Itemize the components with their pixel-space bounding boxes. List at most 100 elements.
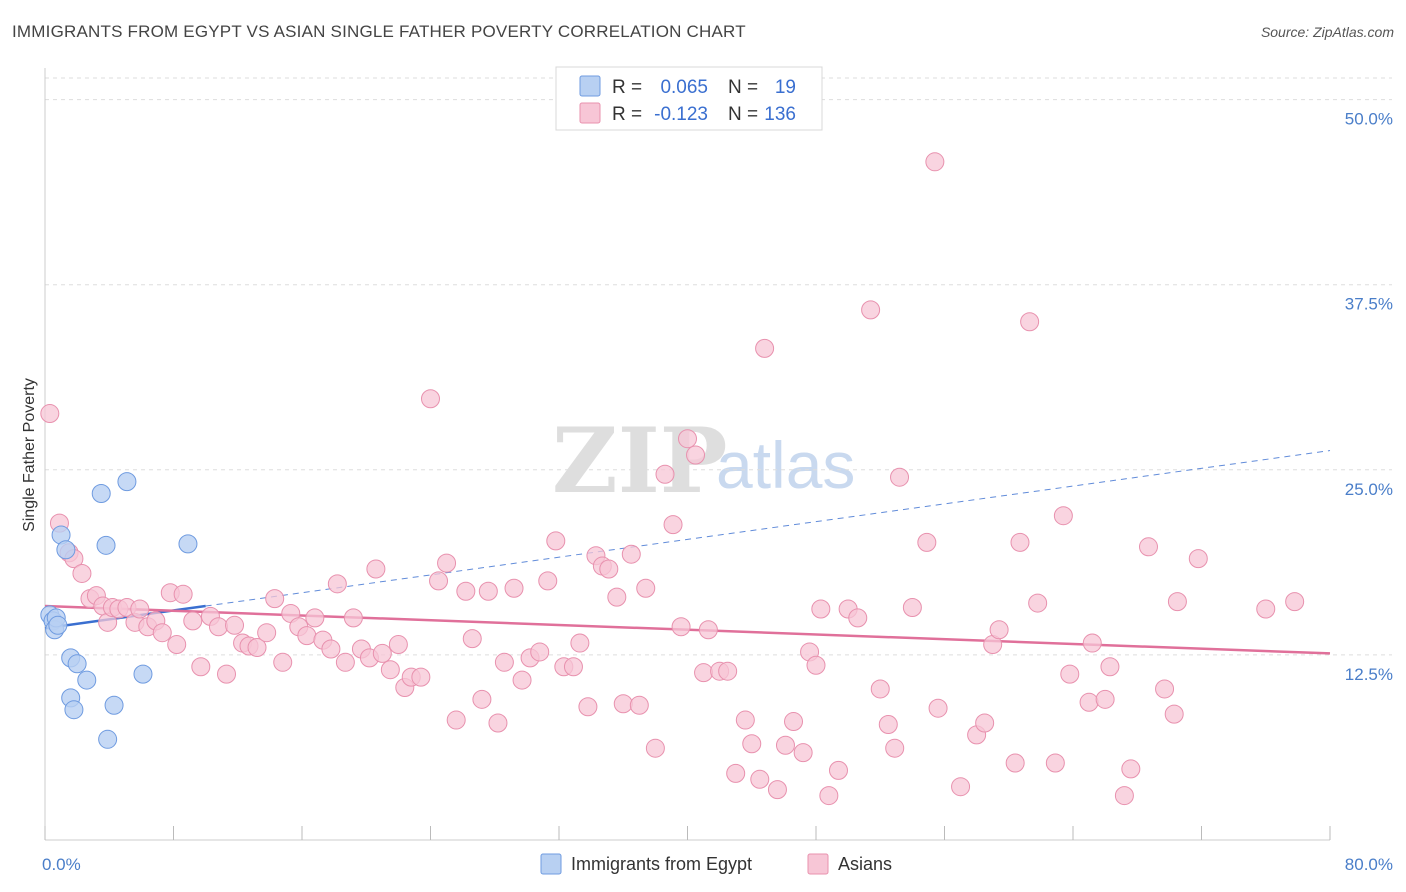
asians-point bbox=[472, 689, 492, 709]
y-tick-label: 50.0% bbox=[1345, 110, 1393, 129]
egypt-point bbox=[133, 664, 153, 684]
y-tick-label: 37.5% bbox=[1345, 295, 1393, 314]
asians-point bbox=[1138, 537, 1158, 557]
asians-point bbox=[902, 598, 922, 618]
asians-point bbox=[411, 667, 431, 687]
asians-point bbox=[478, 581, 498, 601]
egypt-point bbox=[104, 695, 124, 715]
asians-point bbox=[273, 652, 293, 672]
asians-point bbox=[462, 629, 482, 649]
asians-point bbox=[1060, 664, 1080, 684]
asians-point bbox=[327, 574, 347, 594]
asians-point bbox=[421, 389, 440, 409]
asians-point bbox=[1020, 312, 1040, 332]
asians-point bbox=[599, 559, 619, 579]
egypt-point bbox=[96, 535, 116, 555]
asians-point bbox=[828, 760, 848, 780]
asians-point bbox=[1045, 753, 1065, 773]
legend-r-label-asians: R = bbox=[612, 104, 642, 125]
asians-point bbox=[975, 713, 995, 733]
legend-r-value-egypt: 0.065 bbox=[660, 77, 708, 98]
asians-point bbox=[629, 695, 649, 715]
asians-point bbox=[1155, 679, 1175, 699]
asians-point bbox=[563, 657, 583, 677]
asians-point bbox=[819, 786, 839, 806]
asians-point bbox=[718, 661, 738, 681]
asians-point bbox=[372, 643, 392, 663]
x-tick-label-min: 0.0% bbox=[42, 855, 81, 874]
bottom-legend-swatch-asians bbox=[807, 853, 829, 875]
asians-point bbox=[1100, 657, 1120, 677]
asians-point bbox=[663, 515, 683, 535]
asians-point bbox=[297, 626, 317, 646]
asians-point bbox=[1121, 759, 1141, 779]
asians-point bbox=[257, 623, 277, 643]
asians-point bbox=[538, 571, 558, 591]
asians-points bbox=[40, 152, 1305, 806]
asians-point bbox=[1256, 599, 1276, 619]
asians-point bbox=[613, 694, 633, 714]
chart-source: Source: ZipAtlas.com bbox=[1260, 24, 1394, 40]
bottom-legend-label-asians: Asians bbox=[838, 854, 892, 874]
asians-point bbox=[225, 615, 245, 635]
asians-point bbox=[1079, 692, 1099, 712]
legend-r-value-asians: -0.123 bbox=[654, 104, 708, 125]
asians-point bbox=[456, 581, 476, 601]
asians-point bbox=[811, 599, 831, 619]
asians-point bbox=[570, 633, 590, 653]
asians-point bbox=[265, 589, 285, 609]
asians-point bbox=[678, 429, 697, 449]
bottom-legend-swatch-egypt bbox=[540, 853, 562, 875]
chart-title: IMMIGRANTS FROM EGYPT VS ASIAN SINGLE FA… bbox=[12, 22, 746, 41]
asians-point bbox=[989, 620, 1009, 640]
asians-point bbox=[694, 663, 714, 683]
egypt-points bbox=[40, 472, 198, 749]
asians-point bbox=[750, 769, 770, 789]
asians-point bbox=[878, 715, 898, 734]
asians-point bbox=[429, 571, 449, 591]
asians-point bbox=[870, 679, 890, 699]
asians-point bbox=[40, 404, 60, 424]
asians-point bbox=[861, 300, 881, 320]
watermark: ZIP atlas bbox=[552, 408, 855, 514]
asians-point bbox=[925, 152, 945, 172]
y-tick-label: 12.5% bbox=[1345, 665, 1393, 684]
asians-point bbox=[885, 738, 905, 758]
egypt-point bbox=[178, 534, 198, 554]
asians-point bbox=[380, 660, 400, 680]
asians-point bbox=[1095, 689, 1115, 709]
x-tick-label-max: 80.0% bbox=[1345, 855, 1393, 874]
asians-point bbox=[191, 657, 211, 677]
asians-point bbox=[305, 608, 325, 628]
egypt-point bbox=[91, 484, 111, 503]
asians-point bbox=[784, 712, 804, 732]
asians-point bbox=[208, 617, 228, 637]
legend-swatch-asians bbox=[579, 102, 601, 124]
egypt-point bbox=[77, 670, 97, 690]
y-axis-title: Single Father Poverty bbox=[21, 378, 38, 532]
asians-point bbox=[366, 559, 386, 579]
asians-point bbox=[1164, 704, 1184, 724]
asians-point bbox=[578, 697, 598, 717]
asians-point bbox=[1053, 506, 1073, 526]
asians-point bbox=[217, 664, 237, 684]
top-legend: R = 0.065 N = 19 R = -0.123 N = 136 bbox=[555, 66, 823, 131]
asians-point bbox=[848, 608, 868, 628]
asians-point bbox=[735, 710, 755, 730]
asians-point bbox=[321, 639, 341, 659]
asians-point bbox=[167, 635, 187, 655]
asians-point bbox=[343, 608, 363, 628]
asians-point bbox=[671, 617, 691, 637]
asians-point bbox=[636, 578, 656, 598]
asians-point bbox=[504, 578, 524, 598]
asians-point bbox=[152, 623, 172, 643]
asians-point bbox=[655, 464, 675, 484]
legend-n-value-egypt: 19 bbox=[775, 77, 796, 98]
asians-point bbox=[437, 553, 457, 573]
asians-point bbox=[890, 467, 910, 487]
asians-point bbox=[645, 738, 665, 758]
asians-point bbox=[767, 780, 787, 800]
asians-point bbox=[1188, 549, 1208, 569]
asians-point bbox=[698, 620, 718, 640]
